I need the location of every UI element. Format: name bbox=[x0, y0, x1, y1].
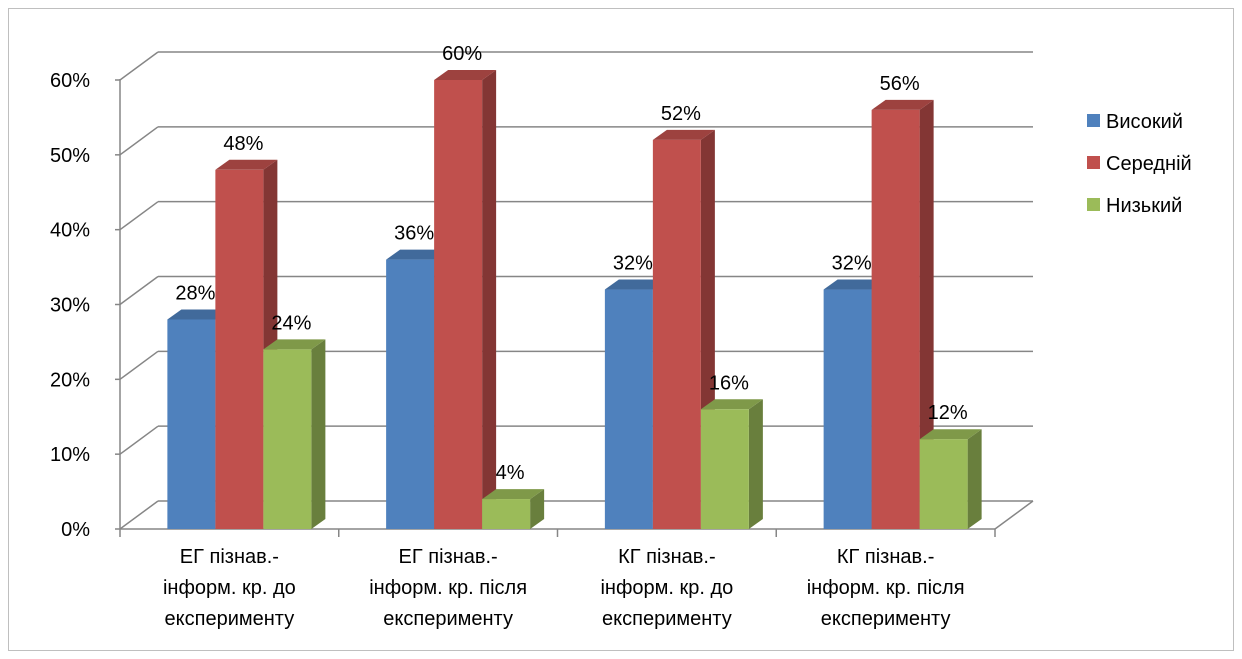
y-tick-label: 50% bbox=[50, 145, 90, 167]
bar-top bbox=[263, 339, 326, 350]
data-label: 24% bbox=[271, 312, 311, 334]
data-label: 28% bbox=[175, 282, 215, 304]
bar bbox=[700, 409, 749, 529]
x-tick-label: експерименту bbox=[821, 608, 951, 630]
bar-side bbox=[748, 399, 763, 529]
bar-side bbox=[311, 339, 326, 529]
bar-top bbox=[871, 99, 934, 110]
bar bbox=[434, 80, 483, 529]
bar bbox=[386, 259, 435, 529]
bar-side bbox=[482, 70, 497, 529]
legend-label: Середній bbox=[1106, 153, 1192, 175]
bar-side bbox=[530, 489, 545, 529]
data-label: 4% bbox=[496, 462, 525, 484]
data-label: 32% bbox=[613, 253, 653, 275]
grid-connector bbox=[119, 350, 159, 380]
data-label: 16% bbox=[709, 372, 749, 394]
x-tick-label: КГ пізнав.- bbox=[618, 546, 716, 568]
x-tick-label: інформ. кр. після bbox=[807, 577, 965, 599]
y-tick-label: 30% bbox=[50, 295, 90, 317]
bar bbox=[871, 109, 920, 529]
y-tick-label: 40% bbox=[50, 220, 90, 242]
y-tick-label: 10% bbox=[50, 444, 90, 466]
bar bbox=[215, 169, 264, 530]
legend-swatch bbox=[1087, 114, 1100, 127]
x-tick-label: експерименту bbox=[602, 608, 732, 630]
bar-top bbox=[482, 489, 545, 500]
legend-swatch bbox=[1087, 198, 1100, 211]
grid-connector bbox=[119, 51, 159, 81]
bar-top bbox=[167, 309, 230, 320]
data-label: 12% bbox=[928, 402, 968, 424]
x-tick-label: ЕГ пізнав.- bbox=[180, 546, 279, 568]
bar-top bbox=[434, 70, 497, 80]
bar bbox=[919, 439, 968, 529]
legend-label: Низький bbox=[1106, 195, 1182, 217]
data-label: 56% bbox=[880, 73, 920, 95]
bar bbox=[167, 319, 216, 529]
grid-connector bbox=[119, 500, 159, 530]
data-label: 36% bbox=[394, 223, 434, 245]
legend-swatch bbox=[1087, 156, 1100, 169]
bar-top bbox=[700, 399, 763, 410]
bar-side bbox=[919, 99, 934, 529]
grid-connector bbox=[119, 201, 159, 231]
grid-connector bbox=[119, 425, 159, 455]
bar-top bbox=[386, 249, 449, 260]
y-tick-label: 60% bbox=[50, 70, 90, 92]
grid-connector bbox=[119, 126, 159, 156]
data-label: 48% bbox=[223, 133, 263, 155]
legend-label: Високий bbox=[1106, 111, 1183, 133]
floor-side-edge bbox=[994, 500, 1034, 530]
bar bbox=[604, 289, 653, 529]
bar bbox=[823, 289, 872, 529]
y-tick-label: 0% bbox=[61, 519, 90, 541]
grid-connector bbox=[119, 275, 159, 306]
data-label: 32% bbox=[832, 253, 872, 275]
x-tick-label: КГ пізнав.- bbox=[837, 546, 935, 568]
bar-top bbox=[604, 279, 667, 290]
bar bbox=[652, 139, 701, 529]
y-tick-label: 20% bbox=[50, 369, 90, 391]
data-label: 60% bbox=[442, 43, 482, 65]
bar bbox=[263, 349, 312, 529]
x-tick-label: інформ. кр. до bbox=[600, 577, 733, 599]
bar-top bbox=[919, 429, 982, 440]
x-tick-label: експерименту bbox=[383, 608, 513, 630]
bar-side bbox=[967, 429, 982, 529]
bar-top bbox=[652, 129, 715, 140]
x-tick-label: експерименту bbox=[165, 608, 295, 630]
x-tick-label: інформ. кр. після bbox=[369, 577, 527, 599]
data-label: 52% bbox=[661, 103, 701, 125]
x-tick-label: ЕГ пізнав.- bbox=[399, 546, 498, 568]
bar bbox=[482, 499, 531, 529]
x-tick-label: інформ. кр. до bbox=[163, 577, 296, 599]
bar-top bbox=[823, 279, 886, 290]
bar-top bbox=[215, 159, 278, 170]
